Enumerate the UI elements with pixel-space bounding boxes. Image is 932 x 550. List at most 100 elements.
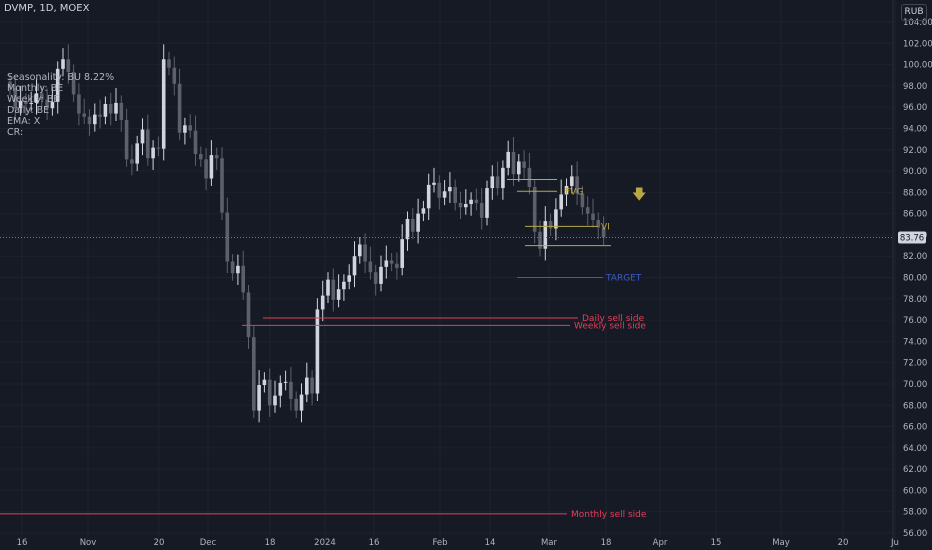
x-tick-label: Mar	[541, 538, 558, 548]
info-weekly: Weekly: BE	[7, 94, 60, 105]
candle-body	[114, 102, 118, 114]
candle-body	[580, 193, 585, 208]
x-tick-label: 20	[838, 538, 849, 548]
candle-body	[464, 204, 468, 208]
candle-body	[543, 221, 548, 249]
x-tick-label: Nov	[80, 538, 97, 548]
x-tick-label: 20	[154, 538, 165, 548]
candle-body	[596, 220, 601, 228]
candle-body	[103, 103, 108, 117]
candle-body	[368, 261, 373, 273]
x-tick-label: May	[772, 538, 790, 548]
y-tick-label: 64.00	[903, 444, 927, 454]
candle-body	[336, 289, 341, 300]
candle-body	[98, 114, 102, 117]
candle-body	[55, 68, 60, 102]
x-tick-label: 2024	[314, 538, 336, 548]
candle-body	[469, 199, 473, 205]
candle-body	[527, 167, 532, 188]
info-ema: EMA: X	[7, 116, 41, 127]
y-tick-label: 102.00	[903, 39, 932, 49]
info-cr: CR:	[7, 127, 24, 138]
y-tick-label: 90.00	[903, 167, 927, 177]
candle-body	[326, 279, 330, 296]
down-arrow-icon: 🡇	[632, 187, 647, 203]
x-tick-label: Dec	[200, 538, 217, 548]
candle-body	[416, 213, 420, 232]
y-tick-label: 74.00	[903, 337, 927, 347]
last-price-badge	[898, 231, 926, 244]
candle-body	[342, 281, 346, 290]
candle-body	[230, 261, 235, 274]
y-tick-label: 66.00	[903, 423, 927, 433]
indicator-info-panel: Seasonality: BU 8.22% Monthly: BE Weekly…	[7, 72, 114, 138]
target-label: TARGET	[605, 274, 642, 284]
candle-body	[442, 191, 447, 198]
candle-body	[172, 67, 177, 84]
currency-badge[interactable]: RUB	[901, 4, 927, 21]
candle-body	[485, 188, 489, 218]
y-tick-label: 58.00	[903, 508, 927, 518]
candle-body	[352, 256, 357, 276]
candle-body	[432, 182, 436, 185]
candle-body	[135, 143, 139, 164]
candle-body	[299, 394, 304, 411]
candle-body	[421, 208, 426, 214]
candle-body	[140, 129, 145, 144]
weekly-sell-label: Weekly sell side	[574, 321, 646, 331]
y-tick-label: 86.00	[903, 210, 927, 220]
candle-body	[506, 151, 510, 168]
candle-body	[495, 176, 500, 189]
candle-body	[262, 379, 267, 386]
candle-body	[522, 161, 526, 168]
monthly-sell-label: Monthly sell side	[571, 510, 647, 520]
symbol-title[interactable]: DVMP, 1D, MOEX	[4, 3, 90, 14]
candle-body	[93, 114, 97, 125]
candle-body	[66, 59, 71, 73]
candle-body	[554, 209, 558, 229]
candle-body	[252, 337, 256, 411]
candle-body	[13, 88, 18, 109]
candle-body	[400, 239, 404, 268]
y-tick-label: 56.00	[903, 529, 927, 539]
candle-body	[156, 147, 161, 149]
candle-body	[585, 207, 590, 214]
candle-body	[124, 119, 129, 160]
candle-body	[490, 176, 495, 189]
candle-body	[50, 101, 55, 109]
info-monthly: Monthly: BE	[7, 83, 64, 94]
candle-body	[453, 187, 457, 203]
candle-body	[193, 130, 198, 155]
candle-body	[183, 125, 187, 133]
candle-body	[45, 99, 49, 109]
candle-body	[384, 260, 389, 267]
candle-body	[570, 176, 574, 186]
y-tick-label: 88.00	[903, 188, 927, 198]
candle-body	[29, 102, 33, 104]
candle-body	[538, 231, 542, 249]
candle-body	[411, 218, 415, 232]
y-tick-label: 78.00	[903, 295, 927, 305]
y-tick-label: 104.00	[903, 18, 932, 28]
candle-body	[71, 72, 76, 95]
candle-body	[458, 202, 463, 208]
y-tick-label: 76.00	[903, 316, 927, 326]
x-tick-label: Ju	[890, 538, 899, 548]
candle-body	[379, 266, 383, 284]
candle-body	[320, 295, 325, 310]
candle-body	[517, 161, 521, 175]
candle-body	[130, 159, 134, 164]
candle-body	[82, 113, 86, 117]
candle-body	[204, 159, 208, 179]
candle-body	[389, 260, 394, 264]
y-tick-label: 92.00	[903, 146, 927, 156]
y-tick-label: 70.00	[903, 380, 927, 390]
candle-body	[575, 176, 579, 194]
candle-body	[61, 59, 65, 69]
y-tick-label: 60.00	[903, 486, 927, 496]
candle-body	[564, 185, 569, 195]
candle-body	[331, 279, 336, 300]
candle-body	[34, 93, 39, 103]
candle-body	[77, 94, 81, 114]
